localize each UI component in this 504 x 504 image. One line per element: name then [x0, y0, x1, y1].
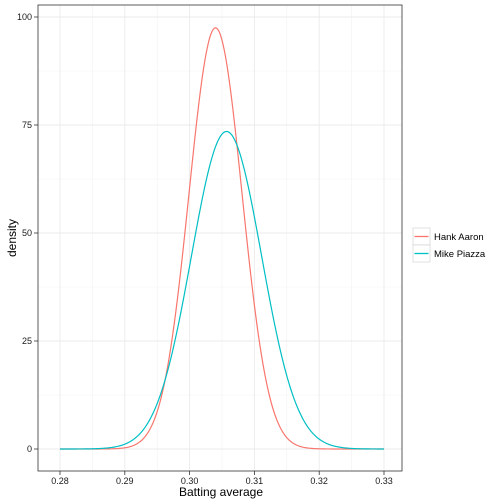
- legend-label-hank-aaron: Hank Aaron: [434, 232, 484, 243]
- axis-tick-labels: 0.28 0.29 0.30 0.31 0.32 0.33 0 25 50 75 100: [17, 12, 393, 486]
- legend: Hank Aaron Mike Piazza: [412, 227, 486, 263]
- density-curves: [60, 27, 385, 450]
- plot-panel: [38, 5, 402, 471]
- y-tick-label: 100: [17, 12, 32, 22]
- y-tick-label: 50: [22, 228, 32, 238]
- x-axis-title: Batting average: [179, 485, 263, 499]
- grid-lines: [38, 5, 402, 471]
- axis-ticks: [34, 16, 385, 475]
- plot-border: [37, 4, 403, 472]
- density-line-hank-aaron: [60, 27, 384, 450]
- x-tick-label: 0.28: [51, 476, 69, 486]
- y-tick-label: 0: [27, 444, 32, 454]
- x-tick-label: 0.30: [181, 476, 199, 486]
- density-line-mike-piazza: [60, 130, 385, 450]
- y-axis-title: density: [5, 219, 19, 257]
- x-tick-label: 0.33: [375, 476, 393, 486]
- y-tick-label: 75: [22, 120, 32, 130]
- x-tick-label: 0.29: [116, 476, 134, 486]
- y-tick-label: 25: [22, 336, 32, 346]
- x-tick-label: 0.31: [246, 476, 264, 486]
- legend-label-mike-piazza: Mike Piazza: [434, 249, 486, 260]
- x-tick-label: 0.32: [310, 476, 328, 486]
